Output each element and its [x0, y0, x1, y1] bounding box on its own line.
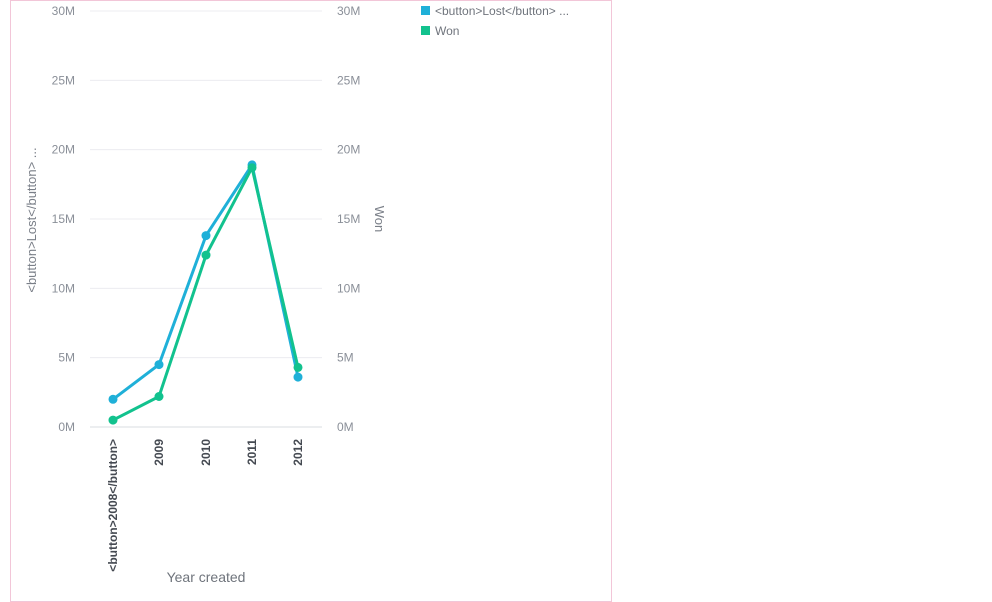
legend-label: Won [435, 24, 459, 38]
gridlines [90, 10, 322, 428]
right-y-tick-label: 30M [337, 4, 360, 18]
data-point[interactable] [293, 372, 303, 382]
x-tick-label: <button>2008</button> [106, 439, 120, 572]
left-y-tick-label: 15M [52, 212, 75, 226]
legend: <button>Lost</button> ... Won [421, 4, 569, 38]
x-axis-title: Year created [167, 569, 246, 585]
series-line-0 [112, 163, 300, 401]
right-y-tick-label: 15M [337, 212, 360, 226]
x-axis-ticks: <button>2008</button> 2009 2010 2011 2012 [106, 439, 305, 572]
x-tick-label: 2012 [291, 439, 305, 466]
left-y-tick-label: 0M [58, 420, 75, 434]
left-y-axis-title: <button>Lost</button> ... [24, 147, 39, 292]
x-tick-label: 2011 [245, 439, 259, 465]
data-point[interactable] [201, 231, 211, 241]
right-y-axis-ticks: 0M 5M 10M 15M 20M 25M 30M [337, 4, 360, 434]
left-y-axis-ticks: 0M 5M 10M 15M 20M 25M 30M [52, 4, 75, 434]
left-y-tick-label: 30M [52, 4, 75, 18]
right-y-tick-label: 0M [337, 420, 354, 434]
legend-item-1[interactable]: Won [421, 24, 459, 38]
data-point[interactable] [293, 362, 303, 372]
data-point[interactable] [154, 392, 164, 401]
data-point[interactable] [108, 415, 118, 425]
legend-swatch [421, 26, 430, 35]
right-y-tick-label: 5M [337, 351, 354, 365]
right-y-tick-label: 20M [337, 143, 360, 157]
data-point[interactable] [108, 394, 118, 404]
data-point[interactable] [154, 360, 164, 370]
right-y-axis-title: Won [372, 206, 387, 233]
x-tick-label: 2009 [152, 439, 166, 466]
legend-swatch [421, 6, 430, 15]
left-y-tick-label: 20M [52, 143, 75, 157]
x-tick-label: 2010 [199, 439, 213, 466]
data-point[interactable] [247, 163, 257, 173]
series-lines [112, 163, 300, 422]
left-y-tick-label: 5M [58, 351, 75, 365]
right-y-tick-label: 25M [337, 73, 360, 87]
right-y-tick-label: 10M [337, 281, 360, 295]
series-line-1 [112, 166, 300, 422]
left-y-tick-label: 10M [52, 281, 75, 295]
data-point[interactable] [201, 250, 211, 260]
legend-item-0[interactable]: <button>Lost</button> ... [421, 4, 569, 18]
legend-label: <button>Lost</button> ... [435, 4, 569, 18]
left-y-tick-label: 25M [52, 73, 75, 87]
series-points [108, 160, 303, 425]
